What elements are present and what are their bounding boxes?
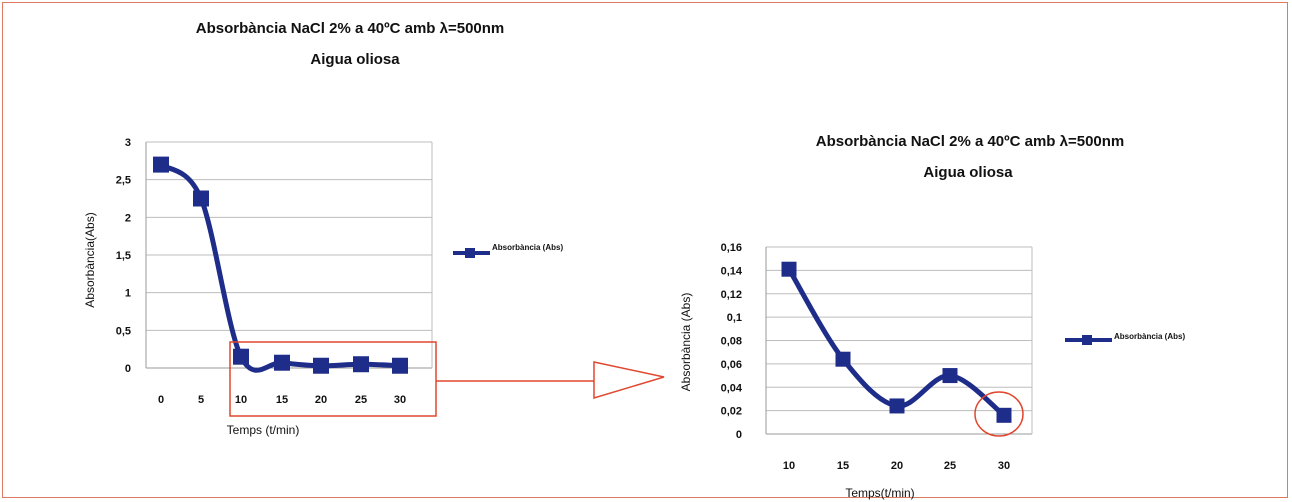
c2-y-tick-label: 0,02 [721, 406, 742, 418]
chart-zoomed-range: Absorbància NaCl 2% a 40ºC amb λ=500nm A… [679, 133, 1185, 500]
c1-y-tick-label: 2,5 [116, 175, 131, 187]
chart2-series-line [786, 266, 1007, 418]
c1-y-tick-label: 2 [125, 212, 131, 224]
c2-y-tick-label: 0,08 [721, 336, 742, 348]
zoom-highlight-box [229, 341, 437, 417]
c2-y-tick-label: 0 [736, 429, 742, 441]
c2-x-tick-label: 10 [783, 460, 795, 472]
c2-y-tick-label: 0,04 [721, 382, 743, 394]
c1-x-tick-label: 15 [276, 394, 288, 406]
c1-x-tick-label: 0 [158, 394, 164, 406]
c1-x-tick-label: 5 [198, 394, 204, 406]
c2-y-tick-label: 0,16 [721, 242, 742, 254]
c2-y-tick-label: 0,1 [727, 312, 742, 324]
c1-x-tick-label: 10 [235, 394, 247, 406]
chart1-title: Absorbància NaCl 2% a 40ºC amb λ=500nm [196, 20, 505, 37]
c2-x-tick-label: 30 [998, 460, 1010, 472]
c2-x-tick-label: 20 [891, 460, 903, 472]
c1-data-point [233, 348, 249, 365]
c2-data-point [781, 261, 797, 277]
chart2-legend-label: Absorbància (Abs) [1114, 332, 1185, 341]
c2-data-point [835, 351, 851, 367]
c2-y-tick-label: 0,06 [721, 359, 742, 371]
chart2-y-axis-label: Absorbància (Abs) [679, 293, 693, 392]
chart1-subtitle: Aigua oliosa [310, 51, 400, 68]
c1-y-tick-label: 0,5 [116, 325, 131, 337]
c1-x-tick-label: 30 [394, 394, 406, 406]
c2-data-point [889, 398, 905, 414]
c1-data-point [313, 357, 329, 374]
zoom-arrow [436, 361, 665, 400]
chart1-legend-label: Absorbància (Abs) [492, 243, 563, 252]
chart2-legend-marker [1082, 335, 1092, 345]
chart2-subtitle: Aigua oliosa [923, 164, 1013, 181]
chart1-x-axis-label: Temps (t/min) [227, 423, 300, 437]
highlight-circle-last-point [974, 391, 1024, 437]
c2-data-point [996, 407, 1012, 423]
c1-x-tick-label: 25 [355, 394, 367, 406]
c1-x-tick-label: 20 [315, 394, 327, 406]
chart1-legend-marker [465, 248, 475, 258]
chart-full-range: Absorbància NaCl 2% a 40ºC amb λ=500nm A… [83, 20, 563, 437]
c1-data-point [392, 357, 408, 374]
chart1-legend: Absorbància (Abs) [453, 243, 563, 258]
c2-x-tick-label: 15 [837, 460, 849, 472]
c2-x-tick-label: 25 [944, 460, 956, 472]
c2-y-tick-label: 0,12 [721, 289, 742, 301]
c1-data-point [153, 156, 169, 173]
c1-data-point [193, 190, 209, 207]
c1-y-tick-label: 1 [125, 288, 131, 300]
c1-y-tick-label: 1,5 [116, 250, 131, 262]
chart1-y-axis-label: Absorbància(Abs) [83, 212, 97, 307]
c2-data-point [942, 368, 958, 384]
chart2-title: Absorbància NaCl 2% a 40ºC amb λ=500nm [816, 133, 1125, 150]
c1-y-tick-label: 3 [125, 137, 131, 149]
c2-y-tick-label: 0,14 [721, 265, 743, 277]
c1-y-tick-label: 0 [125, 363, 131, 375]
c1-data-point [353, 356, 369, 373]
chart2-legend: Absorbància (Abs) [1065, 332, 1185, 345]
c1-data-point [274, 354, 290, 371]
chart2-x-axis-label: Temps(t/min) [845, 486, 914, 500]
